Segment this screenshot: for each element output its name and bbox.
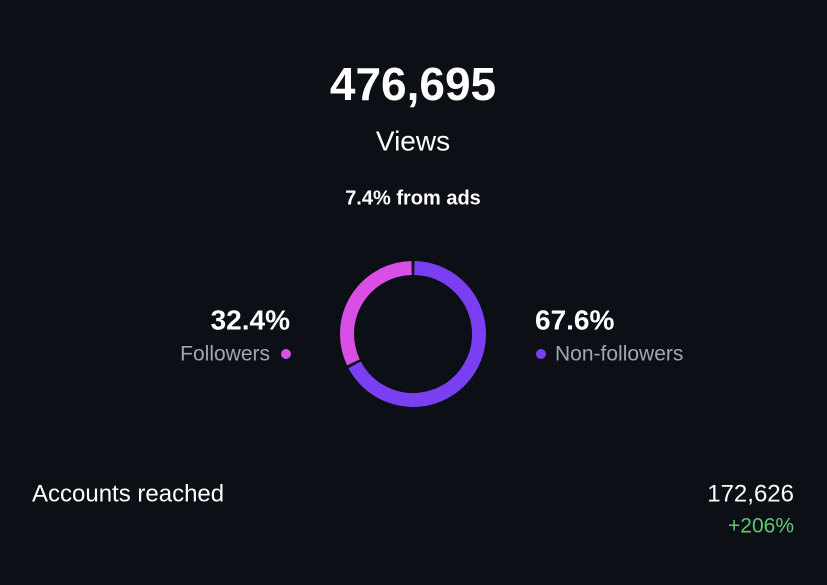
donut-segment (348, 261, 486, 407)
accounts-reached-change: +206% (728, 515, 794, 538)
followers-label: Followers (180, 343, 270, 366)
followers-percent: 32.4% (211, 304, 290, 335)
non-followers-label: Non-followers (555, 343, 683, 366)
views-count: 476,695 (330, 58, 496, 110)
accounts-reached-label: Accounts reached (32, 480, 224, 507)
followers-dot (281, 349, 291, 359)
ads-note: 7.4% from ads (345, 187, 481, 209)
non-followers-percent: 67.6% (535, 304, 614, 335)
views-label: Views (376, 125, 450, 156)
accounts-reached-value: 172,626 (707, 480, 794, 507)
non-followers-dot (536, 349, 546, 359)
donut-segment (340, 261, 412, 366)
